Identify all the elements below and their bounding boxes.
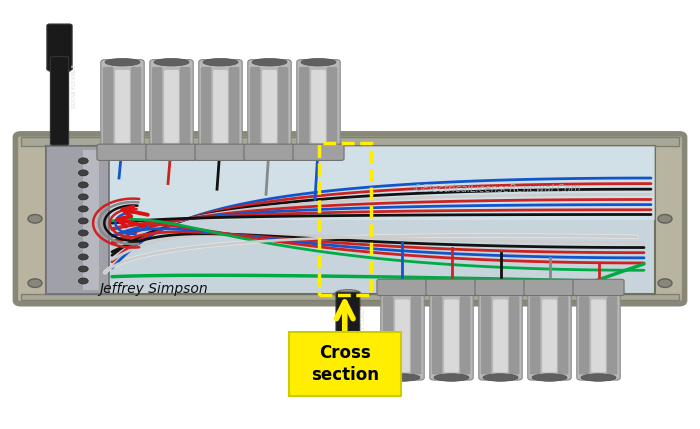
Bar bbox=[318, 143, 371, 295]
FancyBboxPatch shape bbox=[493, 299, 508, 372]
FancyBboxPatch shape bbox=[46, 146, 655, 294]
Ellipse shape bbox=[47, 64, 72, 73]
FancyBboxPatch shape bbox=[395, 299, 410, 372]
FancyBboxPatch shape bbox=[21, 137, 679, 146]
Text: Cross
section: Cross section bbox=[311, 344, 379, 384]
FancyBboxPatch shape bbox=[213, 70, 228, 143]
FancyBboxPatch shape bbox=[426, 279, 477, 296]
FancyBboxPatch shape bbox=[199, 60, 242, 151]
Ellipse shape bbox=[203, 58, 238, 66]
Circle shape bbox=[78, 266, 88, 272]
FancyBboxPatch shape bbox=[47, 24, 72, 70]
FancyBboxPatch shape bbox=[430, 289, 473, 380]
Circle shape bbox=[78, 206, 88, 212]
FancyBboxPatch shape bbox=[83, 150, 99, 290]
Circle shape bbox=[28, 279, 42, 287]
Ellipse shape bbox=[252, 58, 287, 66]
Ellipse shape bbox=[154, 58, 189, 66]
Ellipse shape bbox=[385, 374, 420, 381]
FancyBboxPatch shape bbox=[15, 134, 685, 304]
FancyBboxPatch shape bbox=[481, 296, 491, 375]
FancyBboxPatch shape bbox=[262, 70, 277, 143]
FancyBboxPatch shape bbox=[383, 296, 393, 375]
FancyBboxPatch shape bbox=[250, 67, 260, 145]
FancyBboxPatch shape bbox=[542, 299, 557, 372]
Circle shape bbox=[78, 230, 88, 236]
FancyBboxPatch shape bbox=[195, 144, 246, 160]
Ellipse shape bbox=[335, 290, 361, 298]
FancyBboxPatch shape bbox=[201, 67, 211, 145]
FancyBboxPatch shape bbox=[432, 296, 442, 375]
FancyBboxPatch shape bbox=[524, 279, 575, 296]
Circle shape bbox=[658, 214, 672, 223]
FancyBboxPatch shape bbox=[299, 67, 309, 145]
Text: Jeffrey Simpson: Jeffrey Simpson bbox=[99, 282, 209, 296]
Text: SOOW FLEXIBLE: SOOW FLEXIBLE bbox=[72, 64, 78, 108]
FancyBboxPatch shape bbox=[579, 296, 589, 375]
FancyBboxPatch shape bbox=[475, 279, 526, 296]
FancyBboxPatch shape bbox=[248, 60, 291, 151]
FancyBboxPatch shape bbox=[591, 299, 606, 372]
FancyBboxPatch shape bbox=[293, 144, 344, 160]
FancyBboxPatch shape bbox=[103, 67, 113, 145]
FancyBboxPatch shape bbox=[607, 296, 617, 375]
FancyBboxPatch shape bbox=[46, 146, 108, 294]
FancyBboxPatch shape bbox=[327, 67, 337, 145]
Circle shape bbox=[78, 218, 88, 224]
FancyBboxPatch shape bbox=[101, 60, 144, 151]
FancyBboxPatch shape bbox=[244, 144, 295, 160]
FancyBboxPatch shape bbox=[50, 57, 69, 145]
Ellipse shape bbox=[434, 374, 469, 381]
Ellipse shape bbox=[483, 374, 518, 381]
Circle shape bbox=[78, 170, 88, 176]
FancyBboxPatch shape bbox=[46, 146, 655, 220]
FancyBboxPatch shape bbox=[152, 67, 162, 145]
FancyBboxPatch shape bbox=[21, 294, 679, 300]
FancyBboxPatch shape bbox=[164, 70, 179, 143]
FancyBboxPatch shape bbox=[509, 296, 519, 375]
FancyBboxPatch shape bbox=[377, 279, 428, 296]
Text: TYPE SOOW FLEXIBLE CORD: TYPE SOOW FLEXIBLE CORD bbox=[360, 308, 366, 382]
FancyBboxPatch shape bbox=[411, 296, 421, 375]
Circle shape bbox=[78, 278, 88, 284]
FancyBboxPatch shape bbox=[336, 292, 360, 390]
Ellipse shape bbox=[105, 58, 140, 66]
Circle shape bbox=[78, 194, 88, 200]
FancyBboxPatch shape bbox=[460, 296, 470, 375]
FancyBboxPatch shape bbox=[229, 67, 239, 145]
FancyBboxPatch shape bbox=[150, 60, 193, 151]
Circle shape bbox=[658, 279, 672, 287]
FancyBboxPatch shape bbox=[146, 144, 197, 160]
Circle shape bbox=[78, 158, 88, 164]
FancyBboxPatch shape bbox=[131, 67, 141, 145]
FancyBboxPatch shape bbox=[115, 70, 130, 143]
FancyBboxPatch shape bbox=[297, 60, 340, 151]
FancyBboxPatch shape bbox=[530, 296, 540, 375]
Ellipse shape bbox=[301, 58, 336, 66]
Text: ©ElectricalLicenseRenewal.Com: ©ElectricalLicenseRenewal.Com bbox=[413, 184, 581, 194]
Ellipse shape bbox=[581, 374, 616, 381]
FancyBboxPatch shape bbox=[311, 70, 326, 143]
Circle shape bbox=[28, 214, 42, 223]
FancyBboxPatch shape bbox=[577, 289, 620, 380]
Circle shape bbox=[78, 254, 88, 260]
FancyBboxPatch shape bbox=[479, 289, 522, 380]
FancyBboxPatch shape bbox=[180, 67, 190, 145]
Ellipse shape bbox=[532, 374, 567, 381]
FancyBboxPatch shape bbox=[444, 299, 459, 372]
Circle shape bbox=[78, 242, 88, 248]
FancyBboxPatch shape bbox=[573, 279, 624, 296]
FancyBboxPatch shape bbox=[288, 332, 400, 396]
FancyBboxPatch shape bbox=[381, 289, 424, 380]
FancyBboxPatch shape bbox=[528, 289, 571, 380]
FancyBboxPatch shape bbox=[97, 144, 148, 160]
FancyBboxPatch shape bbox=[558, 296, 568, 375]
Circle shape bbox=[78, 182, 88, 188]
FancyBboxPatch shape bbox=[278, 67, 288, 145]
